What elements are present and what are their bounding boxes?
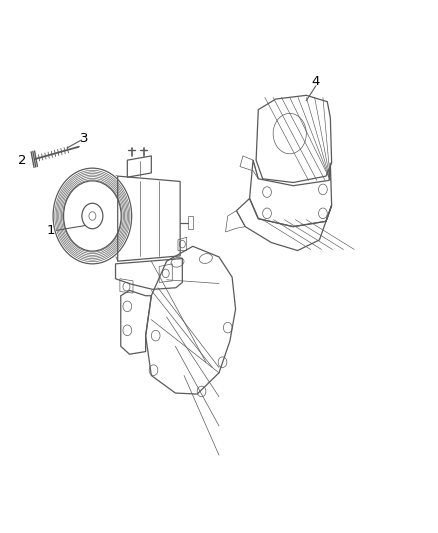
Text: 1: 1 [47,224,55,237]
Text: 4: 4 [312,75,320,88]
Circle shape [89,212,96,220]
Text: 2: 2 [18,154,27,167]
Text: 3: 3 [80,132,89,146]
